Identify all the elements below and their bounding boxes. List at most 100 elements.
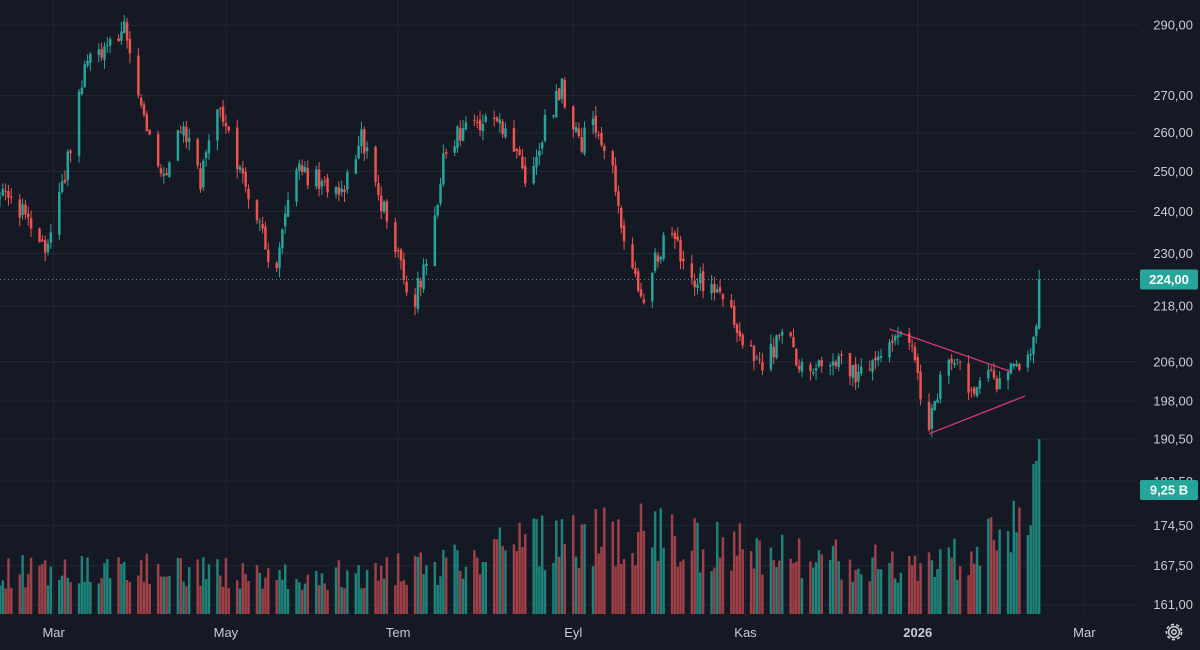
candle-body xyxy=(182,126,185,136)
candle-body xyxy=(125,22,129,41)
candle-body xyxy=(374,146,377,183)
candle-body xyxy=(670,233,674,235)
volume-bar xyxy=(300,589,304,614)
volume-bar xyxy=(659,508,662,614)
volume-bar xyxy=(38,565,41,614)
volume-bar xyxy=(106,559,109,614)
candle-body xyxy=(156,133,160,167)
candle-body xyxy=(247,188,250,200)
volume-bar xyxy=(936,569,939,614)
candle-body xyxy=(636,271,640,291)
volume-bar xyxy=(165,576,168,614)
volume-bar xyxy=(89,581,92,614)
candle-body xyxy=(476,121,479,123)
volume-series xyxy=(0,439,1041,614)
triangle-drawing[interactable] xyxy=(889,328,1026,435)
volume-bar xyxy=(1018,507,1021,614)
volume-bar xyxy=(247,580,250,614)
y-tick-label: 218,00 xyxy=(1153,299,1193,314)
volume-bar xyxy=(69,582,72,614)
candle-body xyxy=(481,123,485,132)
volume-bar xyxy=(857,568,860,614)
candle-body xyxy=(512,128,516,152)
volume-bar xyxy=(185,586,188,614)
volume-bar xyxy=(876,568,880,614)
candle-body xyxy=(298,163,301,171)
candle-body xyxy=(532,165,535,184)
y-tick-label: 190,50 xyxy=(1153,432,1193,447)
candle-body xyxy=(995,378,999,390)
settings-gear-icon[interactable] xyxy=(1163,621,1185,643)
candle-body xyxy=(346,172,349,190)
volume-bar xyxy=(809,561,812,614)
candle-body xyxy=(950,358,953,363)
volume-bar xyxy=(891,551,894,614)
time-axis[interactable]: Mar May Tem Eyl Kas 2026 Mar xyxy=(42,625,1096,640)
triangle-upper-line[interactable] xyxy=(889,328,1012,373)
volume-bar xyxy=(363,587,366,614)
volume-bar xyxy=(947,547,951,614)
volume-bar xyxy=(148,583,151,614)
volume-bar xyxy=(125,579,129,614)
volume-bar xyxy=(103,563,106,614)
candle-body xyxy=(473,119,476,121)
candle-body xyxy=(176,130,180,161)
candle-body xyxy=(730,300,733,308)
volume-bar xyxy=(1029,525,1032,614)
volume-bar xyxy=(995,550,999,614)
last-volume-tag-bg xyxy=(1140,480,1198,500)
candle-body xyxy=(120,31,123,41)
candle-body xyxy=(718,287,722,292)
candle-body xyxy=(340,188,343,192)
candle-body xyxy=(552,115,555,117)
volume-bar xyxy=(583,524,586,614)
volume-bar xyxy=(176,557,180,614)
candlestick-series[interactable] xyxy=(0,14,1041,438)
candle-body xyxy=(620,207,623,228)
volume-bar xyxy=(501,545,504,614)
volume-bar xyxy=(611,521,614,614)
candle-body xyxy=(874,357,877,361)
volume-bar xyxy=(46,585,50,614)
volume-bar xyxy=(484,562,487,614)
volume-bar xyxy=(775,567,778,614)
candle-body xyxy=(77,91,81,156)
volume-bar xyxy=(577,568,581,614)
volume-bar xyxy=(752,568,756,614)
volume-bar xyxy=(365,569,369,614)
candle-body xyxy=(49,232,53,243)
candle-body xyxy=(639,289,643,297)
candle-body xyxy=(38,228,41,243)
volume-bar xyxy=(899,572,903,614)
volume-bar xyxy=(422,574,425,614)
volume-bar xyxy=(749,550,753,614)
candle-body xyxy=(221,106,225,122)
triangle-lower-line[interactable] xyxy=(928,395,1026,435)
y-tick-label: 206,00 xyxy=(1153,354,1193,369)
candle-body xyxy=(854,364,857,383)
volume-bar xyxy=(120,563,123,614)
candle-body xyxy=(713,283,716,293)
volume-bar xyxy=(267,568,270,614)
price-axis[interactable]: 290,00 270,00 260,00 250,00 240,00 230,00 218,… xyxy=(1153,18,1193,613)
candle-body xyxy=(772,346,775,358)
candle-body xyxy=(800,361,804,372)
candle-body xyxy=(992,370,996,378)
volume-bar xyxy=(622,559,626,614)
candle-body xyxy=(10,196,13,198)
candle-body xyxy=(436,204,439,216)
x-tick-label: Mar xyxy=(42,625,65,640)
volume-bar xyxy=(196,559,199,614)
volume-bar xyxy=(713,567,716,614)
volume-bar xyxy=(396,553,400,614)
volume-bar xyxy=(970,551,973,614)
candle-body xyxy=(837,355,840,368)
candle-body xyxy=(303,166,307,173)
candle-body xyxy=(814,368,818,371)
candle-body xyxy=(261,223,264,229)
candle-body xyxy=(343,189,346,193)
volume-bar xyxy=(919,563,922,614)
candle-body xyxy=(106,45,109,47)
volume-bar xyxy=(670,514,674,614)
